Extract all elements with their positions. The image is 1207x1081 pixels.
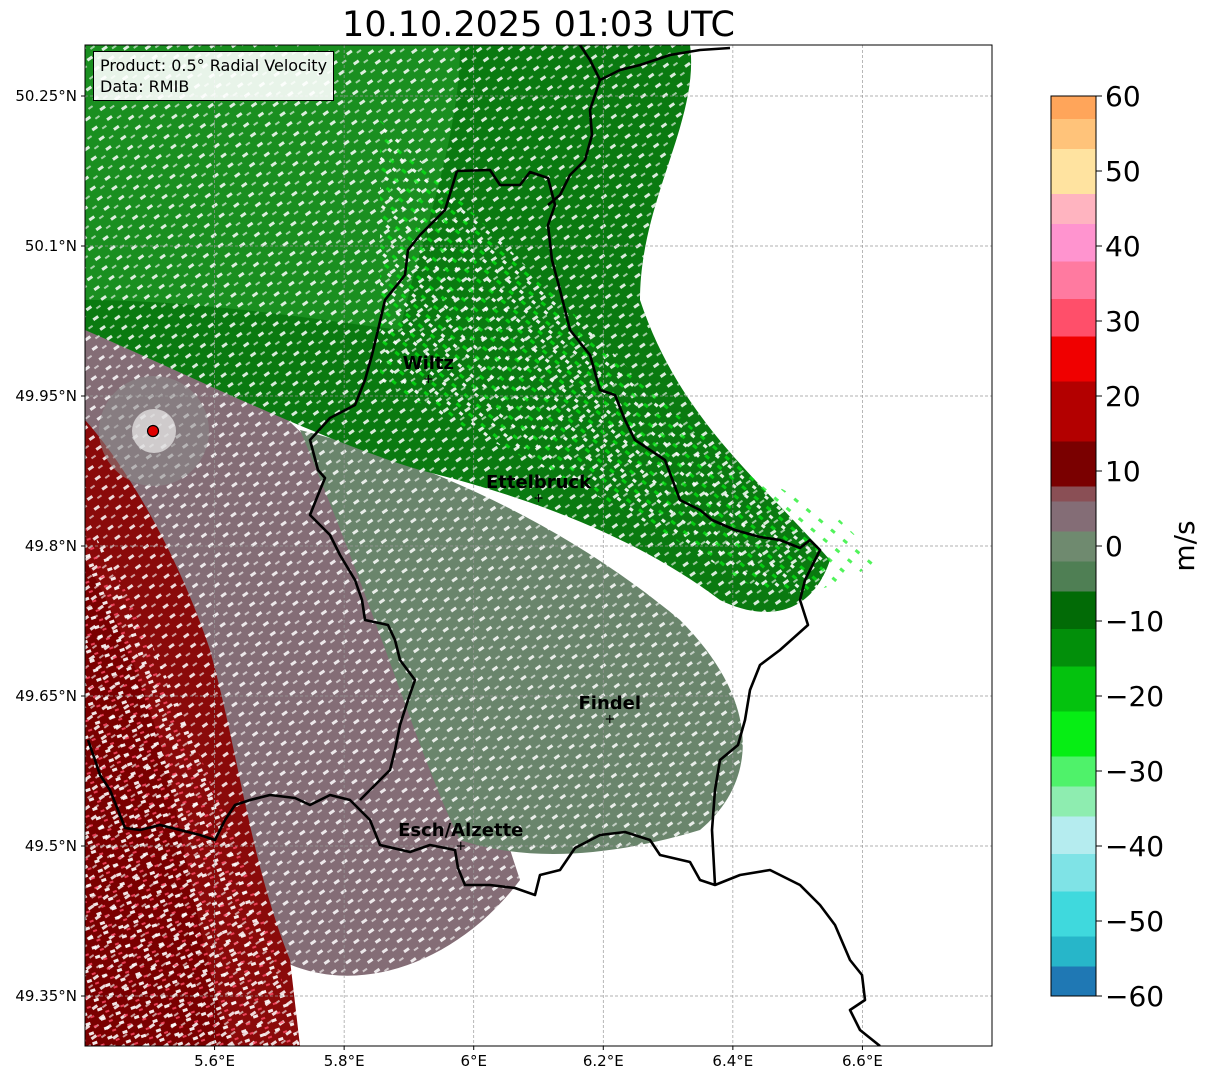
lon-tick-label: 5.8°E [324,1052,365,1070]
colorbar-ticks: 60 50 40 30 20 10 0 −10 −20 −30 −40 −50 −60 [1096,80,1164,1013]
colorbar-band [1051,853,1096,892]
colorbar: 60 50 40 30 20 10 0 −10 −20 −30 −40 −50 −60 m/s [1050,80,1201,1013]
city-label: Findel [578,693,641,714]
map-title: 10.10.2025 01:03 UTC [342,5,735,45]
colorbar-band [1051,501,1096,532]
colorbar-tick-label: −10 [1105,605,1164,638]
source-label: Data: RMIB [100,77,190,96]
colorbar-band [1051,118,1096,149]
cities: Wiltz Ettelbruck Findel Esch/Alzette [398,353,641,850]
colorbar-tick-label: −30 [1105,755,1164,788]
colorbar-bands [1051,96,1096,997]
lat-tick-label: 49.95°N [15,387,77,405]
lat-tick-label: 50.1°N [25,237,77,255]
colorbar-tick-label: 50 [1105,155,1141,188]
axis-ticks: 5.6°E 5.8°E 6°E 6.2°E 6.4°E 6.6°E 50.25°N 50.1°… [15,87,883,1070]
colorbar-band [1051,486,1096,502]
city-label: Ettelbruck [486,472,592,493]
colorbar-band [1051,936,1096,967]
lat-tick-label: 50.25°N [15,87,77,105]
colorbar-band [1051,666,1096,712]
colorbar-band [1051,628,1096,667]
colorbar-band [1051,816,1096,854]
radar-site-marker [146,424,160,438]
colorbar-band [1051,531,1096,562]
colorbar-tick-label: −50 [1105,905,1164,938]
speckle-overlay-red [85,520,300,1046]
colorbar-band [1051,223,1096,262]
city-marker [605,715,614,723]
lon-tick-label: 6.6°E [842,1052,883,1070]
colorbar-band [1051,96,1096,119]
colorbar-band [1051,193,1096,224]
lon-tick-label: 6.2°E [583,1052,624,1070]
colorbar-band [1051,711,1096,757]
lat-tick-label: 49.8°N [25,537,77,555]
city-label: Wiltz [403,353,454,374]
colorbar-band [1051,298,1096,337]
colorbar-tick-label: −40 [1105,830,1164,863]
colorbar-tick-label: 10 [1105,455,1141,488]
colorbar-tick-label: 30 [1105,305,1141,338]
info-box: Product: 0.5° Radial Velocity Data: RMIB [93,51,335,101]
colorbar-tick-label: 0 [1105,530,1123,563]
colorbar-band [1051,261,1096,299]
colorbar-band [1051,148,1096,194]
country-borders [86,45,881,1046]
city-marker [456,842,465,850]
colorbar-tick-label: −60 [1105,980,1164,1013]
luxembourg-border [86,168,822,897]
lat-tick-label: 49.35°N [15,987,77,1005]
colorbar-band [1051,786,1096,817]
colorbar-tick-label: −20 [1105,680,1164,713]
lat-tick-label: 49.65°N [15,687,77,705]
colorbar-band [1051,381,1096,442]
german-border-north [547,45,602,206]
lon-tick-label: 6°E [460,1052,487,1070]
city-marker [424,375,433,383]
product-label: Product: 0.5° Radial Velocity [100,56,328,75]
colorbar-band [1051,336,1096,382]
colorbar-unit-label: m/s [1168,520,1201,571]
luxembourg-border-north [308,170,459,801]
lon-tick-label: 5.6°E [194,1052,235,1070]
colorbar-band [1051,966,1096,997]
speckle-overlay-green [380,120,880,594]
colorbar-band [1051,561,1096,592]
colorbar-band [1051,591,1096,629]
lat-tick-label: 49.5°N [25,837,77,855]
city-label: Esch/Alzette [398,820,523,841]
colorbar-tick-label: 40 [1105,230,1141,263]
city-marker [534,494,543,502]
colorbar-band [1051,891,1096,937]
colorbar-band [1051,756,1096,787]
colorbar-tick-label: 60 [1105,80,1141,113]
lon-tick-label: 6.4°E [712,1052,753,1070]
colorbar-band [1051,441,1096,487]
german-border-top [599,46,731,82]
french-border-south [714,868,881,1046]
colorbar-tick-label: 20 [1105,380,1141,413]
